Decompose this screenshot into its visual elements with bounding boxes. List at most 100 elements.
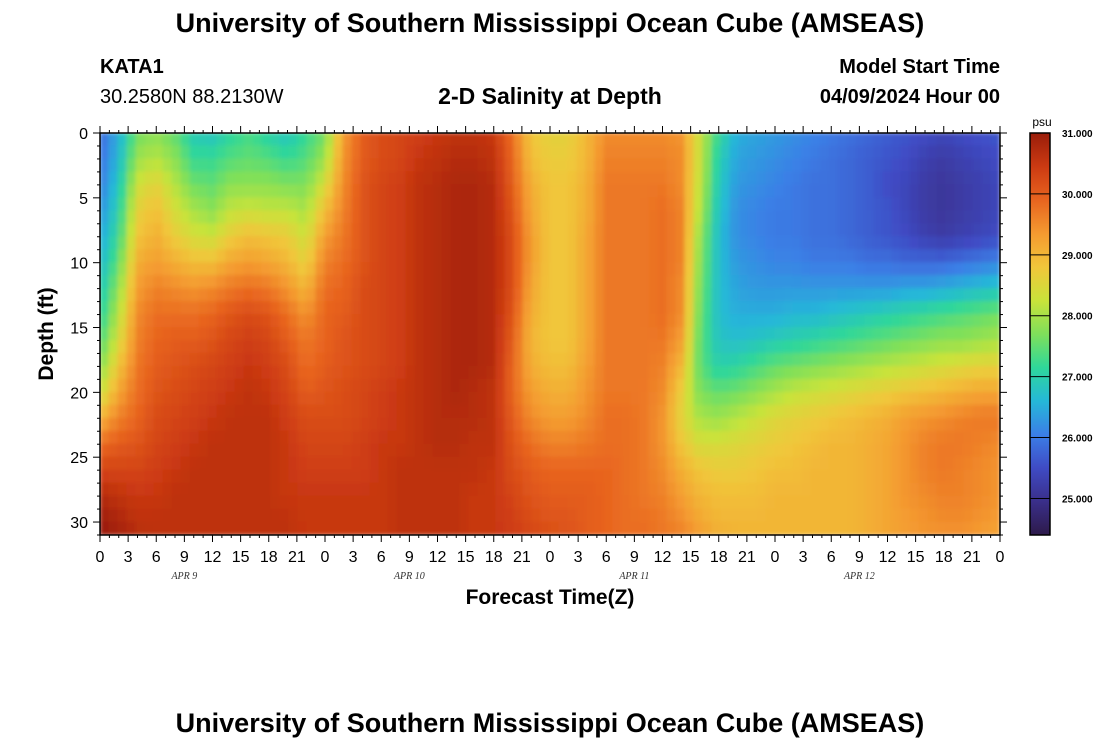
heatmap-cell (396, 327, 407, 341)
heatmap-cell (639, 301, 650, 316)
heatmap-cell (450, 327, 461, 341)
heatmap-cell (981, 236, 992, 251)
heatmap-cell (342, 495, 353, 510)
heatmap-cell (576, 521, 587, 535)
heatmap-cell (360, 301, 371, 316)
heatmap-cell (954, 133, 965, 147)
heatmap-cell (162, 430, 173, 445)
heatmap-cell (306, 145, 317, 160)
heatmap-cell (378, 301, 389, 316)
heatmap-cell (963, 495, 974, 510)
heatmap-cell (684, 197, 695, 212)
heatmap-cell (351, 391, 362, 406)
heatmap-cell (747, 365, 758, 380)
heatmap-cell (144, 430, 155, 445)
heatmap-cell (864, 339, 875, 354)
heatmap-cell (135, 133, 146, 147)
heatmap-cell (738, 158, 749, 173)
heatmap-cell (756, 391, 767, 406)
heatmap-cell (189, 521, 200, 535)
footer-title: University of Southern Mississippi Ocean… (175, 708, 925, 738)
heatmap-cell (747, 456, 758, 471)
heatmap-cell (927, 145, 938, 160)
heatmap-cell (558, 456, 569, 471)
heatmap-cell (315, 430, 326, 445)
heatmap-cell (468, 184, 479, 199)
heatmap-cell (495, 404, 506, 419)
heatmap-cell (846, 404, 857, 419)
heatmap-cell (306, 443, 317, 458)
heatmap-cell (810, 184, 821, 199)
heatmap-cell (972, 327, 983, 341)
heatmap-cell (621, 184, 632, 199)
heatmap-cell (432, 275, 443, 290)
heatmap-cell (603, 262, 614, 277)
heatmap-cell (414, 352, 425, 367)
heatmap-cell (873, 301, 884, 316)
heatmap-cell (216, 391, 227, 406)
heatmap-cell (396, 352, 407, 367)
heatmap-cell (900, 469, 911, 484)
heatmap-cell (657, 365, 668, 380)
heatmap-cell (882, 365, 893, 380)
heatmap-cell (945, 352, 956, 367)
heatmap-cell (738, 365, 749, 380)
heatmap-cell (702, 456, 713, 471)
heatmap-cell (441, 482, 452, 497)
heatmap-cell (351, 288, 362, 303)
heatmap-cell (936, 339, 947, 354)
heatmap-cell (387, 133, 398, 147)
heatmap-cell (288, 301, 299, 316)
heatmap-cell (684, 339, 695, 354)
heatmap-cell (585, 352, 596, 367)
heatmap-cell (558, 158, 569, 173)
heatmap-cell (279, 391, 290, 406)
heatmap-cell (774, 456, 785, 471)
heatmap-cell (828, 443, 839, 458)
heatmap-cell (504, 327, 515, 341)
heatmap-cell (684, 391, 695, 406)
heatmap-cell (315, 184, 326, 199)
heatmap-cell (567, 275, 578, 290)
heatmap-cell (387, 327, 398, 341)
heatmap-cell (693, 508, 704, 523)
heatmap-cell (936, 133, 947, 147)
heatmap-cell (459, 482, 470, 497)
heatmap-cell (972, 495, 983, 510)
heatmap-cell (765, 391, 776, 406)
heatmap-cell (864, 508, 875, 523)
heatmap-cell (594, 404, 605, 419)
heatmap-cell (351, 184, 362, 199)
heatmap-cell (522, 391, 533, 406)
heatmap-cell (495, 314, 506, 329)
heatmap-cell (135, 288, 146, 303)
heatmap-cell (666, 521, 677, 535)
heatmap-cell (396, 184, 407, 199)
heatmap-cell (360, 288, 371, 303)
heatmap-cell (684, 301, 695, 316)
heatmap-cell (351, 443, 362, 458)
heatmap-cell (639, 482, 650, 497)
heatmap-cell (450, 352, 461, 367)
heatmap-cell (360, 197, 371, 212)
heatmap-cell (918, 430, 929, 445)
heatmap-cell (657, 508, 668, 523)
heatmap-cell (675, 288, 686, 303)
heatmap-cell (189, 275, 200, 290)
heatmap-cell (594, 365, 605, 380)
heatmap-cell (693, 365, 704, 380)
heatmap-cell (100, 339, 110, 354)
heatmap-cell (918, 495, 929, 510)
heatmap-cell (477, 171, 488, 186)
heatmap-cell (549, 456, 560, 471)
heatmap-cell (810, 236, 821, 251)
heatmap-cell (612, 417, 623, 432)
heatmap-cell (549, 404, 560, 419)
heatmap-cell (270, 288, 281, 303)
heatmap-cell (333, 275, 344, 290)
heatmap-cell (504, 482, 515, 497)
heatmap-cell (414, 339, 425, 354)
heatmap-cell (459, 391, 470, 406)
heatmap-cell (225, 133, 236, 147)
heatmap-cell (630, 339, 641, 354)
